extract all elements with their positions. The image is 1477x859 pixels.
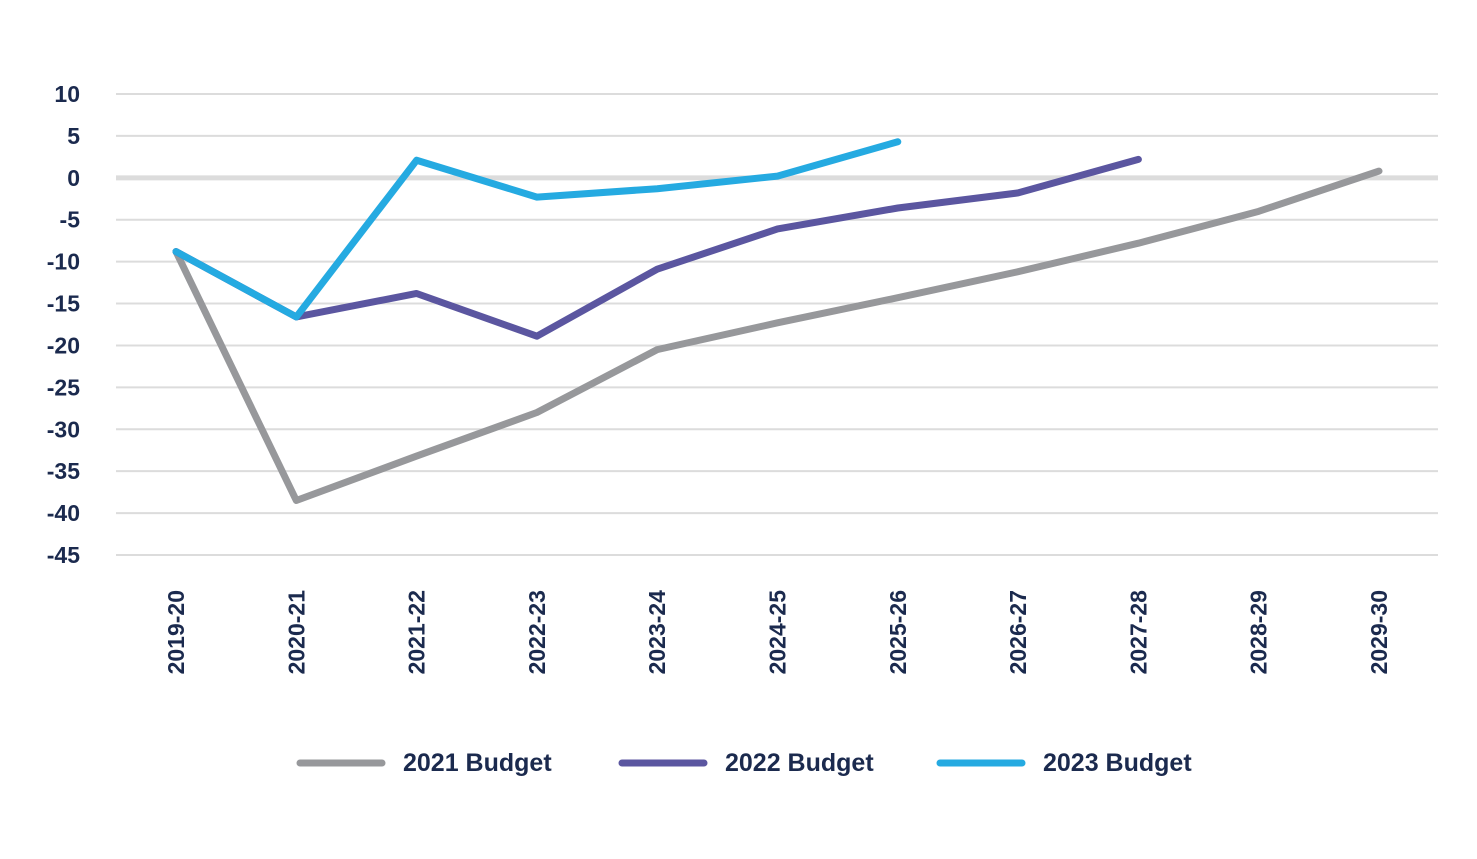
y-tick-label: -15 [47,291,80,317]
legend-label: 2023 Budget [1043,749,1192,777]
x-tick-label: 2029-30 [1366,590,1392,674]
series-line [172,138,902,321]
x-tick-label: 2019-20 [163,590,189,674]
x-tick-label: 2021-22 [404,590,430,674]
y-tick-label: 10 [54,81,80,107]
y-tick-label: -25 [47,374,80,400]
x-tick-label: 2022-23 [524,590,550,674]
legend-label: 2022 Budget [725,749,874,777]
y-tick-label: -10 [47,249,80,275]
x-tick-label: 2028-29 [1246,590,1272,674]
x-tick-label: 2027-28 [1125,590,1151,675]
legend-label: 2021 Budget [403,749,552,777]
y-tick-label: -30 [47,416,80,442]
x-tick-label: 2025-26 [885,590,911,674]
series-line [172,167,1383,505]
y-tick-label: -35 [47,458,80,484]
x-tick-label: 2026-27 [1005,590,1031,674]
y-tick-label: 5 [67,123,80,149]
series-line [172,155,1142,340]
y-tick-label: -45 [47,542,80,568]
x-tick-label: 2023-24 [644,590,670,675]
x-tick-label: 2024-25 [765,590,791,675]
y-tick-label: 0 [67,165,80,191]
x-tick-label: 2020-21 [283,590,309,675]
y-tick-label: -20 [47,332,80,358]
y-tick-label: -5 [60,207,81,233]
y-tick-label: -40 [47,500,80,526]
